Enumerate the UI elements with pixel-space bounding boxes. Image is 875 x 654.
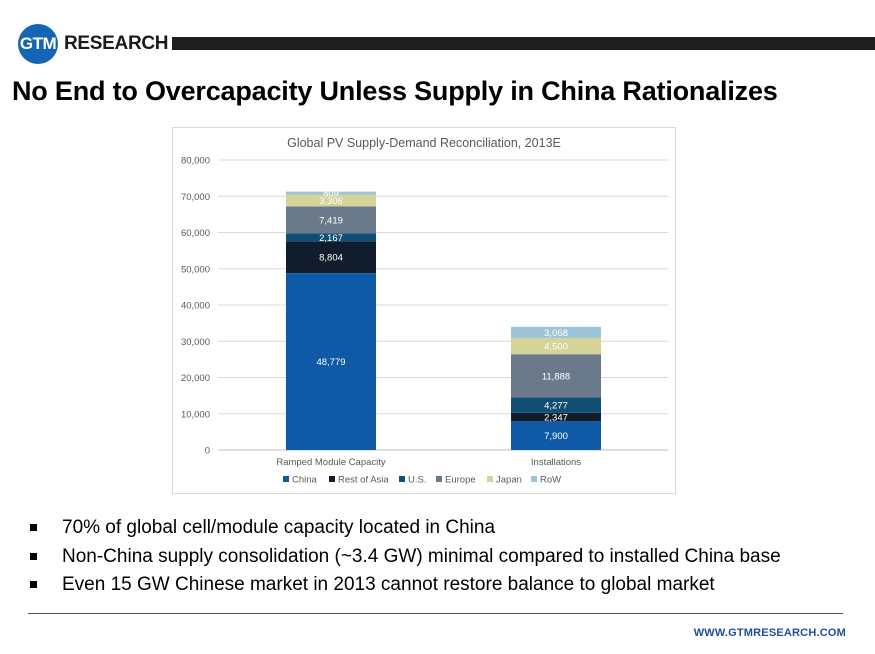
y-tick-label: 10,000 [181, 409, 210, 420]
bar-segment [511, 397, 601, 413]
legend-swatch [531, 476, 537, 482]
legend-swatch [399, 476, 405, 482]
header-bar [172, 37, 875, 50]
data-label: 809 [323, 189, 339, 200]
stacked-bar-chart: Global PV Supply-Demand Reconciliation, … [181, 136, 668, 486]
bar-segment [286, 206, 376, 234]
y-tick-label: 50,000 [181, 264, 210, 275]
slide-title: No End to Overcapacity Unless Supply in … [12, 76, 778, 106]
bar-segment [286, 194, 376, 207]
bar-segment [511, 354, 601, 398]
data-label: 3,306 [319, 196, 343, 207]
bar-segment [511, 412, 601, 422]
logo-badge: GTM [18, 24, 58, 64]
chart-container: Global PV Supply-Demand Reconciliation, … [172, 127, 676, 494]
y-tick-label: 80,000 [181, 156, 210, 167]
bullet-item: 70% of global cell/module capacity locat… [28, 514, 781, 543]
footer-divider [28, 613, 843, 614]
y-tick-label: 20,000 [181, 373, 210, 384]
x-tick-label: Installations [531, 457, 581, 468]
legend-label: China [292, 475, 318, 486]
bar-segment [286, 241, 376, 274]
y-tick-label: 30,000 [181, 337, 210, 348]
data-label: 3,068 [544, 328, 568, 339]
legend-label: U.S. [408, 475, 426, 486]
legend-swatch [283, 476, 289, 482]
footer-url: WWW.GTMRESEARCH.COM [693, 627, 846, 639]
y-tick-label: 40,000 [181, 301, 210, 312]
legend-label: RoW [540, 475, 561, 486]
bullet-item: Even 15 GW Chinese market in 2013 cannot… [28, 571, 781, 600]
y-tick-label: 60,000 [181, 228, 210, 239]
data-label: 2,347 [544, 413, 568, 424]
data-label: 8,804 [319, 253, 343, 264]
data-label: 7,900 [544, 431, 568, 442]
bar-segment [511, 326, 601, 338]
bullet-item: Non-China supply consolidation (~3.4 GW)… [28, 543, 781, 572]
bullet-list: 70% of global cell/module capacity locat… [28, 514, 781, 600]
data-label: 2,167 [319, 233, 343, 244]
bar-segment [511, 421, 601, 450]
legend-label: Europe [445, 475, 476, 486]
logo-wordmark: RESEARCH [64, 33, 169, 54]
bar-segment [286, 233, 376, 242]
bar-segment [286, 273, 376, 450]
y-tick-label: 70,000 [181, 192, 210, 203]
legend-swatch [436, 476, 442, 482]
data-label: 48,779 [316, 357, 345, 368]
data-label: 7,419 [319, 215, 343, 226]
legend-label: Rest of Asia [338, 475, 389, 486]
bar-segment [286, 191, 376, 195]
data-label: 4,500 [544, 342, 568, 353]
legend-swatch [329, 476, 335, 482]
chart-title: Global PV Supply-Demand Reconciliation, … [287, 136, 561, 150]
data-label: 4,277 [544, 401, 568, 412]
y-tick-label: 0 [205, 446, 210, 457]
legend-label: Japan [496, 475, 522, 486]
x-tick-label: Ramped Module Capacity [276, 457, 386, 468]
data-label: 11,888 [542, 371, 570, 382]
bar-segment [511, 337, 601, 355]
legend-swatch [487, 476, 493, 482]
gtm-research-logo: GTM RESEARCH [18, 24, 169, 64]
